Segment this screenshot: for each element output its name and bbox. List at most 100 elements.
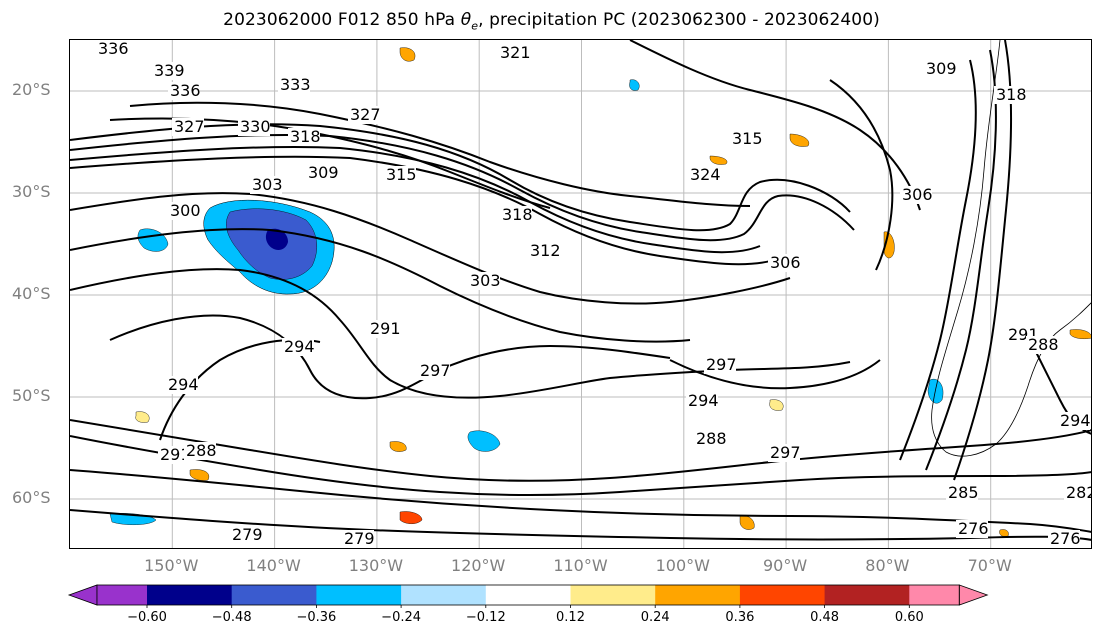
contour-label: 318 <box>996 85 1027 104</box>
colorbar-segment <box>909 585 960 605</box>
contour-label: 291 <box>160 445 191 464</box>
colorbar-segment <box>316 585 402 605</box>
contour-line <box>70 155 781 266</box>
contour-label: 327 <box>350 105 381 124</box>
contour-label-bg <box>238 118 270 136</box>
colorbar-segment <box>97 585 147 605</box>
contour-label-bg <box>152 62 184 80</box>
contour-label: 336 <box>98 40 129 58</box>
colorbar-tick-label: 0.36 <box>725 610 755 625</box>
contour-label: 288 <box>696 429 727 448</box>
contour-label-bg <box>96 40 128 58</box>
colorbar-segment <box>401 585 487 605</box>
precip-blob-s8 <box>999 529 1009 537</box>
colorbar-extend-min <box>67 584 98 606</box>
colorbar-tick-label: −0.24 <box>381 610 422 625</box>
contour-line <box>925 49 997 471</box>
precip-blob-s5 <box>135 411 150 423</box>
contour-label-bg <box>900 186 932 204</box>
contour-label-bg <box>686 392 718 410</box>
colorbar-tick-label: 0.24 <box>640 610 670 625</box>
contour-line <box>70 145 761 254</box>
contour-label: 282 <box>1066 483 1092 502</box>
contour-label-bg <box>348 106 380 124</box>
precip-blob-west <box>137 228 169 252</box>
contour-label: 318 <box>502 205 533 224</box>
contour-label-bg <box>1026 336 1058 354</box>
contour-line <box>129 101 751 207</box>
contour-label-bg <box>1048 530 1080 548</box>
title-prefix: 2023062000 F012 850 hPa <box>223 10 461 30</box>
precip-blob-s7 <box>1069 329 1091 339</box>
lat-tick-label: 40°S <box>12 284 51 303</box>
map-panel[interactable]: 336 339 336 333 327 330 318 327 321 309 315 324 315 3… <box>69 39 1092 549</box>
contour-label: 309 <box>926 59 957 78</box>
contour-label-bg <box>168 202 200 220</box>
precip-blob-south <box>467 430 501 452</box>
colorbar-segment <box>485 585 571 605</box>
contour-label-bg <box>230 526 262 544</box>
contour-label-bg <box>342 530 374 548</box>
contour-label: 294 <box>1060 411 1091 430</box>
contour-line <box>953 40 1013 481</box>
contour-label: 339 <box>154 61 185 80</box>
contour-label: 294 <box>168 375 199 394</box>
contour-label-bg <box>704 356 736 374</box>
contour-label: 315 <box>386 165 417 184</box>
contour-label-bg <box>288 128 320 146</box>
contour-line <box>70 228 691 343</box>
contour-label-bg <box>528 242 560 260</box>
contour-line <box>70 419 1091 482</box>
contour-label-bg <box>768 444 800 462</box>
contour-label: 297 <box>770 443 801 462</box>
contour-line <box>70 133 855 242</box>
contour-label: 279 <box>232 525 263 544</box>
contour-label: 297 <box>706 355 737 374</box>
precip-blob-se2 <box>739 515 755 530</box>
precip-blob-e3 <box>709 155 728 165</box>
lon-tick-label: 150°W <box>144 556 199 575</box>
precip-blob-n1 <box>399 47 416 62</box>
contour-label-bg <box>994 86 1026 104</box>
contour-line <box>70 435 1091 496</box>
lat-tick-label: 20°S <box>12 80 51 99</box>
colorbar-tick-label: −0.36 <box>296 610 337 625</box>
map-title: 2023062000 F012 850 hPa θe, precipitatio… <box>0 10 1103 32</box>
contour-line <box>629 40 921 211</box>
contour-label-bg <box>688 166 720 184</box>
contour-line <box>70 123 851 232</box>
lon-tick-label: 90°W <box>763 556 808 575</box>
contour-label-bg <box>168 82 200 100</box>
contour-label: 315 <box>732 129 763 148</box>
contour-label-bg <box>278 76 310 94</box>
lon-tick-label: 70°W <box>967 556 1012 575</box>
contour-label: 327 <box>174 117 205 136</box>
colorbar-segment <box>231 585 317 605</box>
contour-label-bg <box>1058 412 1090 430</box>
precip-blob-s3 <box>389 441 407 452</box>
contour-line <box>669 359 881 390</box>
contour-label: 300 <box>170 201 201 220</box>
contour-label-bg <box>694 430 726 448</box>
title-theta-subscript: e <box>471 19 479 33</box>
contour-label-bg <box>384 166 416 184</box>
colorbar-outline <box>96 584 960 606</box>
lon-tick-label: 120°W <box>451 556 506 575</box>
lon-tick-label: 110°W <box>553 556 608 575</box>
contour-label-bg <box>158 446 190 464</box>
contour-label-bg <box>956 520 988 538</box>
contour-line <box>829 79 894 271</box>
lat-tick-label: 50°S <box>12 386 51 405</box>
lon-tick-label: 130°W <box>348 556 404 575</box>
colorbar-segment <box>570 585 656 605</box>
contour-label: 288 <box>186 441 217 460</box>
colorbar-tick-label: 0.60 <box>894 610 924 625</box>
contour-label-bg <box>500 206 532 224</box>
precip-blob-e2 <box>789 133 810 147</box>
colorbar-extend-max <box>958 584 989 606</box>
contour-label-bg <box>282 338 314 356</box>
contour-label-bg <box>1064 484 1091 502</box>
contour-label: 324 <box>690 165 721 184</box>
